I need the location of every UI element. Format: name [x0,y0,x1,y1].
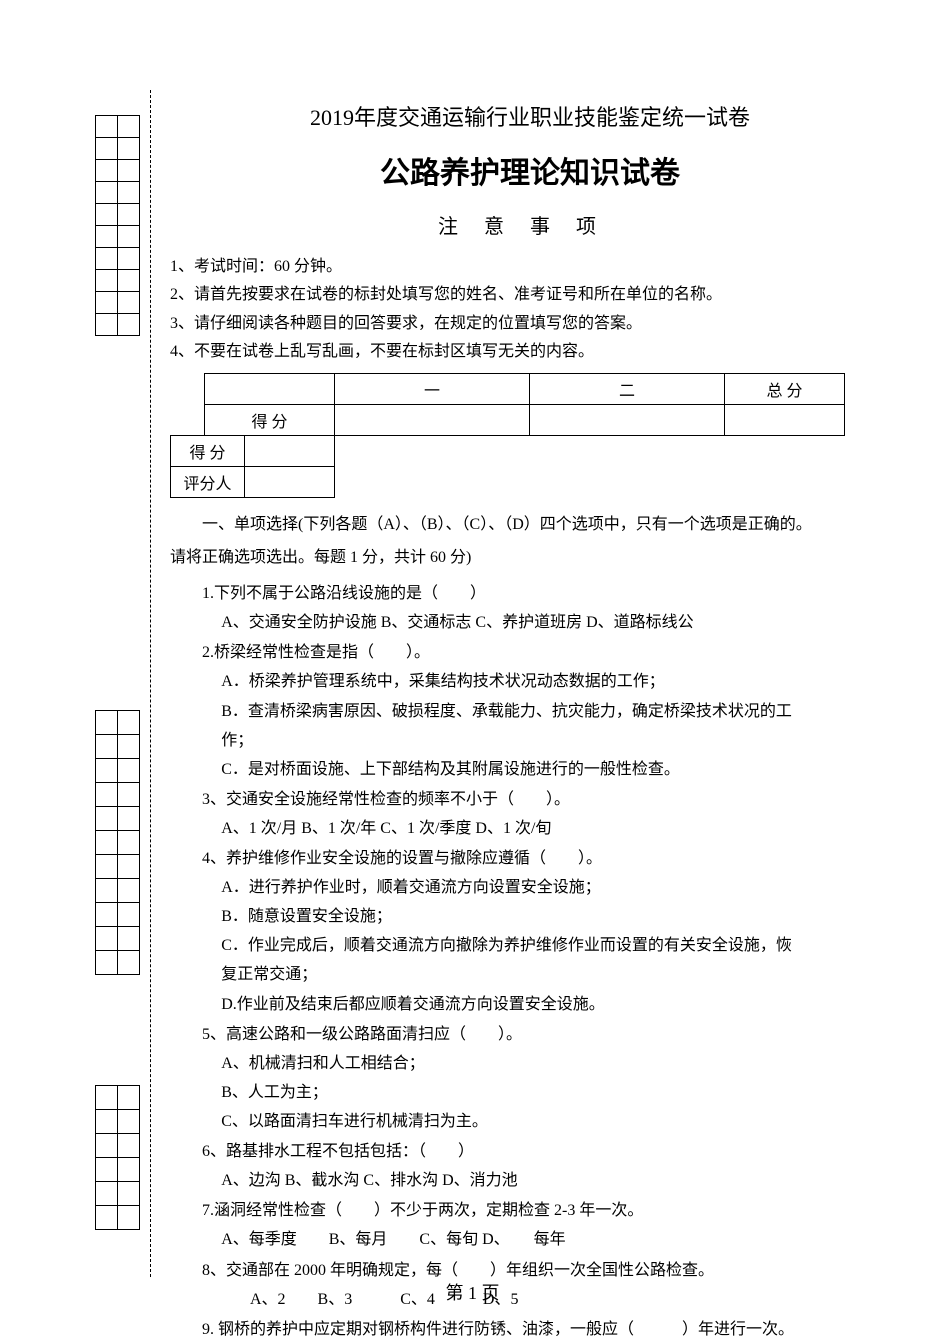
instruction-2: 2、请首先按要求在试卷的标封处填写您的姓名、准考证号和所在单位的名称。 [170,281,890,309]
score-cell-total [725,404,845,435]
notice-heading: 注意事项 [170,210,890,239]
score-small-value-1 [245,435,335,466]
question-1: 1.下列不属于公路沿线设施的是（ ） A、交通安全防护设施 B、交通标志 C、养… [170,579,890,637]
q1-stem: 1.下列不属于公路沿线设施的是（ ） [170,579,890,608]
question-6: 6、路基排水工程不包括包括：（ ） A、边沟 B、截水沟 C、排水沟 D、消力池 [170,1137,890,1195]
question-4: 4、养护维修作业安全设施的设置与撤除应遵循（ ）。 A．进行养护作业时，顺着交通… [170,844,890,1019]
q4-opt-a: A．进行养护作业时，顺着交通流方向设置安全设施； [170,873,890,902]
page-number: 第 1 页 [0,1279,945,1305]
exam-header-line1: 2019年度交通运输行业职业技能鉴定统一试卷 [170,100,890,132]
score-cell-1 [335,404,530,435]
question-9: 9. 钢桥的养护中应定期对钢桥构件进行防锈、油漆，一般应（ ）年进行一次。 [170,1315,890,1344]
q5-opt-a: A、机械清扫和人工相结合； [170,1049,890,1078]
section-1-intro: 一、单项选择(下列各题（A）、（B）、（C）、（D）四个选项中，只有一个选项是正… [170,508,890,575]
question-7: 7.涵洞经常性检查（ ）不少于两次，定期检查 2-3 年一次。 A、每季度 B、… [170,1196,890,1254]
score-small-value-2 [245,466,335,497]
score-col-1: 一 [335,373,530,404]
instruction-4: 4、不要在试卷上乱写乱画，不要在标封区填写无关的内容。 [170,338,890,366]
q2-opt-b-cont: 作； [170,726,890,755]
score-col-total: 总 分 [725,373,845,404]
q4-opt-c-cont: 复正常交通； [170,960,890,989]
questions-block: 1.下列不属于公路沿线设施的是（ ） A、交通安全防护设施 B、交通标志 C、养… [170,579,890,1344]
q4-opt-d: D.作业前及结束后都应顺着交通流方向设置安全设施。 [170,990,890,1019]
binding-dashed-line [150,90,151,1277]
instructions-block: 1、考试时间：60 分钟。 2、请首先按要求在试卷的标封处填写您的姓名、准考证号… [170,253,890,367]
q2-opt-a: A．桥梁养护管理系统中，采集结构技术状况动态数据的工作； [170,667,890,696]
q2-stem: 2.桥梁经常性检查是指（ ）。 [170,638,890,667]
instruction-3: 3、请仔细阅读各种题目的回答要求，在规定的位置填写您的答案。 [170,310,890,338]
page-content: 2019年度交通运输行业职业技能鉴定统一试卷 公路养护理论知识试卷 注意事项 1… [170,100,890,1344]
section-1-intro-b: 请将正确选项选出。每题 1 分，共计 60 分) [170,541,890,575]
score-table-small: 得 分 评分人 [170,435,335,498]
margin-grid-bottom [95,1085,140,1230]
score-row-label: 得 分 [205,404,335,435]
margin-grid-top [95,115,140,336]
q3-options: A、1 次/月 B、1 次/年 C、1 次/季度 D、1 次/旬 [170,814,890,843]
q7-stem: 7.涵洞经常性检查（ ）不少于两次，定期检查 2-3 年一次。 [170,1196,890,1225]
question-2: 2.桥梁经常性检查是指（ ）。 A．桥梁养护管理系统中，采集结构技术状况动态数据… [170,638,890,784]
section-1-intro-a: 一、单项选择(下列各题（A）、（B）、（C）、（D）四个选项中，只有一个选项是正… [170,508,890,542]
q6-stem: 6、路基排水工程不包括包括：（ ） [170,1137,890,1166]
question-5: 5、高速公路和一级公路路面清扫应（ ）。 A、机械清扫和人工相结合； B、人工为… [170,1020,890,1136]
score-cell-2 [530,404,725,435]
q9-stem: 9. 钢桥的养护中应定期对钢桥构件进行防锈、油漆，一般应（ ）年进行一次。 [170,1315,890,1344]
q5-opt-c: C、以路面清扫车进行机械清扫为主。 [170,1107,890,1136]
q5-opt-b: B、人工为主； [170,1078,890,1107]
instruction-1: 1、考试时间：60 分钟。 [170,253,890,281]
q6-options: A、边沟 B、截水沟 C、排水沟 D、消力池 [170,1166,890,1195]
score-small-label-1: 得 分 [171,435,245,466]
score-col-2: 二 [530,373,725,404]
score-table-main: 一 二 总 分 得 分 [204,373,845,436]
exam-title: 公路养护理论知识试卷 [170,148,890,192]
q5-stem: 5、高速公路和一级公路路面清扫应（ ）。 [170,1020,890,1049]
score-small-label-2: 评分人 [171,466,245,497]
q4-opt-b: B．随意设置安全设施； [170,902,890,931]
q1-options: A、交通安全防护设施 B、交通标志 C、养护道班房 D、道路标线公 [170,608,890,637]
q3-stem: 3、交通安全设施经常性检查的频率不小于（ ）。 [170,785,890,814]
q2-opt-b: B．查清桥梁病害原因、破损程度、承载能力、抗灾能力，确定桥梁技术状况的工 [170,697,890,726]
question-3: 3、交通安全设施经常性检查的频率不小于（ ）。 A、1 次/月 B、1 次/年 … [170,785,890,843]
q4-opt-c: C．作业完成后，顺着交通流方向撤除为养护维修作业而设置的有关安全设施，恢 [170,931,890,960]
q7-options: A、每季度 B、每月 C、每旬 D、 每年 [170,1225,890,1254]
q4-stem: 4、养护维修作业安全设施的设置与撤除应遵循（ ）。 [170,844,890,873]
margin-grid-middle [95,710,140,975]
q2-opt-c: C．是对桥面设施、上下部结构及其附属设施进行的一般性检查。 [170,755,890,784]
